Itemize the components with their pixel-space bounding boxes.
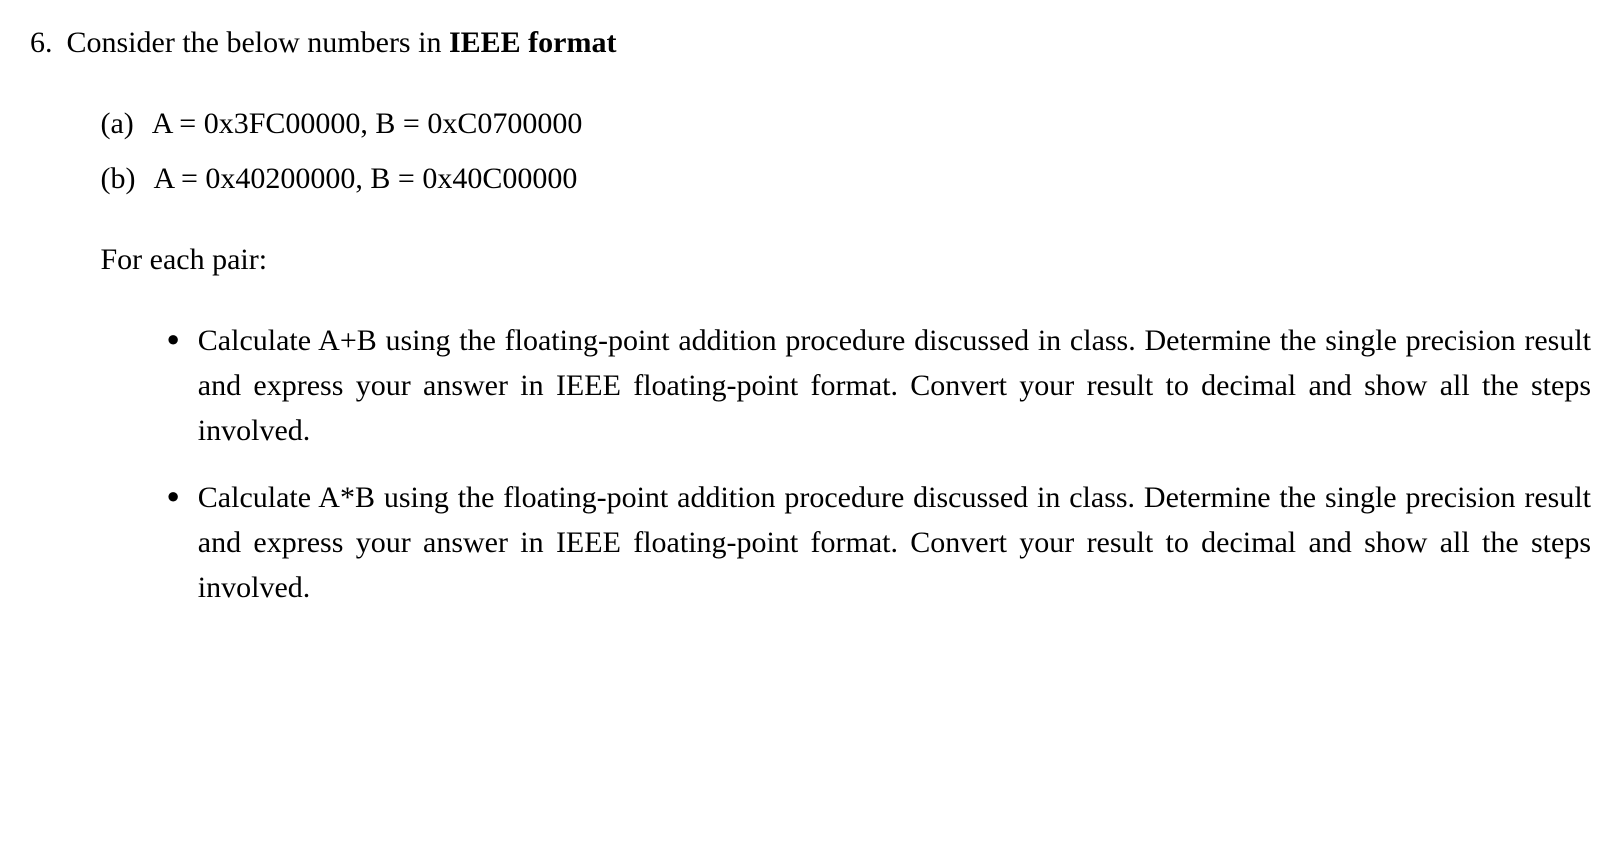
sub-text-b: A = 0x40200000, B = 0x40C00000 (153, 156, 577, 201)
intro-prefix: Consider the below numbers in (67, 26, 449, 59)
problem-container: 6. Consider the below numbers in IEEE fo… (30, 20, 1591, 632)
problem-number: 6. (30, 20, 53, 65)
sub-text-a: A = 0x3FC00000, B = 0xC0700000 (152, 101, 583, 146)
sub-item-a: (a) A = 0x3FC00000, B = 0xC0700000 (101, 101, 1592, 146)
bullet-list: ● Calculate A+B using the floating-point… (167, 318, 1592, 610)
bullet-marker-icon: ● (167, 475, 180, 517)
for-each-label: For each pair: (101, 237, 1592, 282)
bullet-item-1: ● Calculate A+B using the floating-point… (167, 318, 1592, 453)
problem-intro: Consider the below numbers in IEEE forma… (67, 20, 1592, 65)
intro-bold: IEEE format (449, 26, 617, 59)
problem-body: Consider the below numbers in IEEE forma… (67, 20, 1592, 632)
sub-item-b: (b) A = 0x40200000, B = 0x40C00000 (101, 156, 1592, 201)
bullet-item-2: ● Calculate A*B using the floating-point… (167, 475, 1592, 610)
sublist: (a) A = 0x3FC00000, B = 0xC0700000 (b) A… (101, 101, 1592, 201)
bullet-text-1: Calculate A+B using the floating-point a… (198, 318, 1591, 453)
bullet-marker-icon: ● (167, 318, 180, 360)
sub-marker-a: (a) (101, 101, 134, 146)
sub-marker-b: (b) (101, 156, 136, 201)
bullet-text-2: Calculate A*B using the floating-point a… (198, 475, 1591, 610)
